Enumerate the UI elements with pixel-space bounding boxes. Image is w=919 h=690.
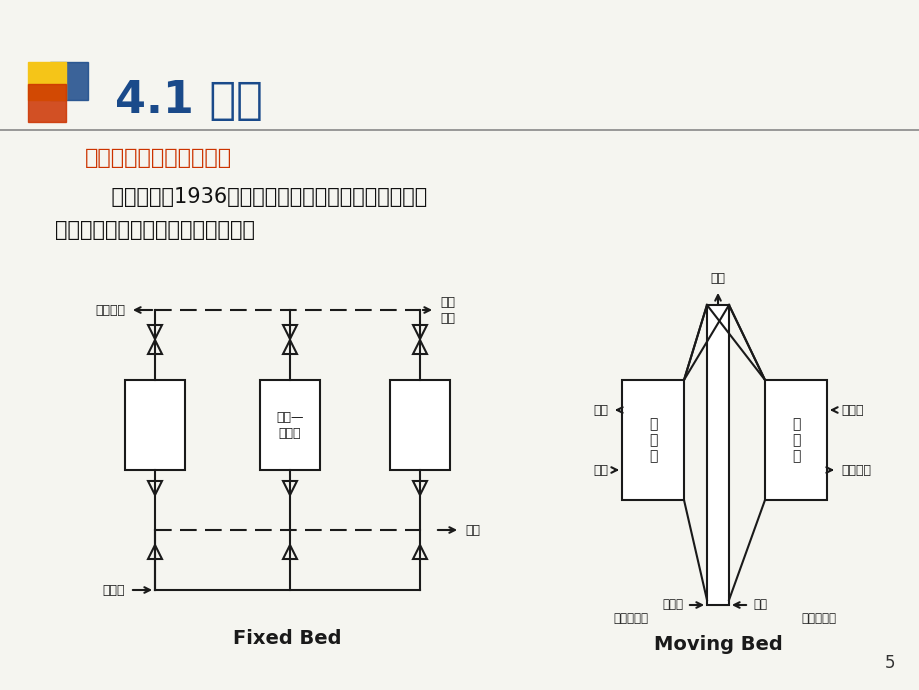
Text: 再生器: 再生器 — [278, 426, 301, 440]
Text: 待生催化剂: 待生催化剂 — [800, 612, 835, 625]
Text: 水蒸气: 水蒸气 — [662, 598, 682, 611]
Text: 原料油: 原料油 — [102, 584, 125, 596]
Text: Fixed Bed: Fixed Bed — [233, 629, 341, 647]
Text: 反应—: 反应— — [276, 411, 303, 424]
Text: 空气: 空气 — [709, 272, 725, 285]
Bar — [765, 380, 826, 500]
Text: 烟气: 烟气 — [439, 311, 455, 324]
Text: Moving Bed: Moving Bed — [652, 635, 781, 655]
Bar — [706, 305, 728, 605]
Bar — [28, 62, 66, 100]
Bar — [390, 380, 449, 470]
Bar — [260, 380, 320, 470]
Text: 空气: 空气 — [593, 464, 607, 477]
Text: 5: 5 — [883, 654, 894, 672]
Text: 空气: 空气 — [464, 524, 480, 537]
Text: 催化裂化自1936年实现工业化至今经历了四个阶段：: 催化裂化自1936年实现工业化至今经历了四个阶段： — [85, 187, 426, 207]
Bar — [28, 84, 66, 122]
Bar — [50, 62, 88, 100]
Text: 烟气: 烟气 — [593, 404, 607, 417]
Bar — [125, 380, 185, 470]
Text: 二、催化裂化的发展历程: 二、催化裂化的发展历程 — [85, 148, 232, 168]
Text: 反应产物: 反应产物 — [95, 304, 125, 317]
Text: 空气: 空气 — [752, 598, 766, 611]
Text: 反应产物: 反应产物 — [840, 464, 870, 477]
Text: 固定床、移动床、流化床和提升管。: 固定床、移动床、流化床和提升管。 — [55, 220, 255, 240]
Text: 原料油: 原料油 — [840, 404, 863, 417]
Text: 反
应
器: 反 应 器 — [791, 417, 800, 463]
Text: 再生催化剂: 再生催化剂 — [612, 612, 647, 625]
Bar — [621, 380, 683, 500]
Text: 再
生
器: 再 生 器 — [648, 417, 656, 463]
Text: 4.1 概述: 4.1 概述 — [115, 79, 263, 121]
Text: 再生: 再生 — [439, 295, 455, 308]
